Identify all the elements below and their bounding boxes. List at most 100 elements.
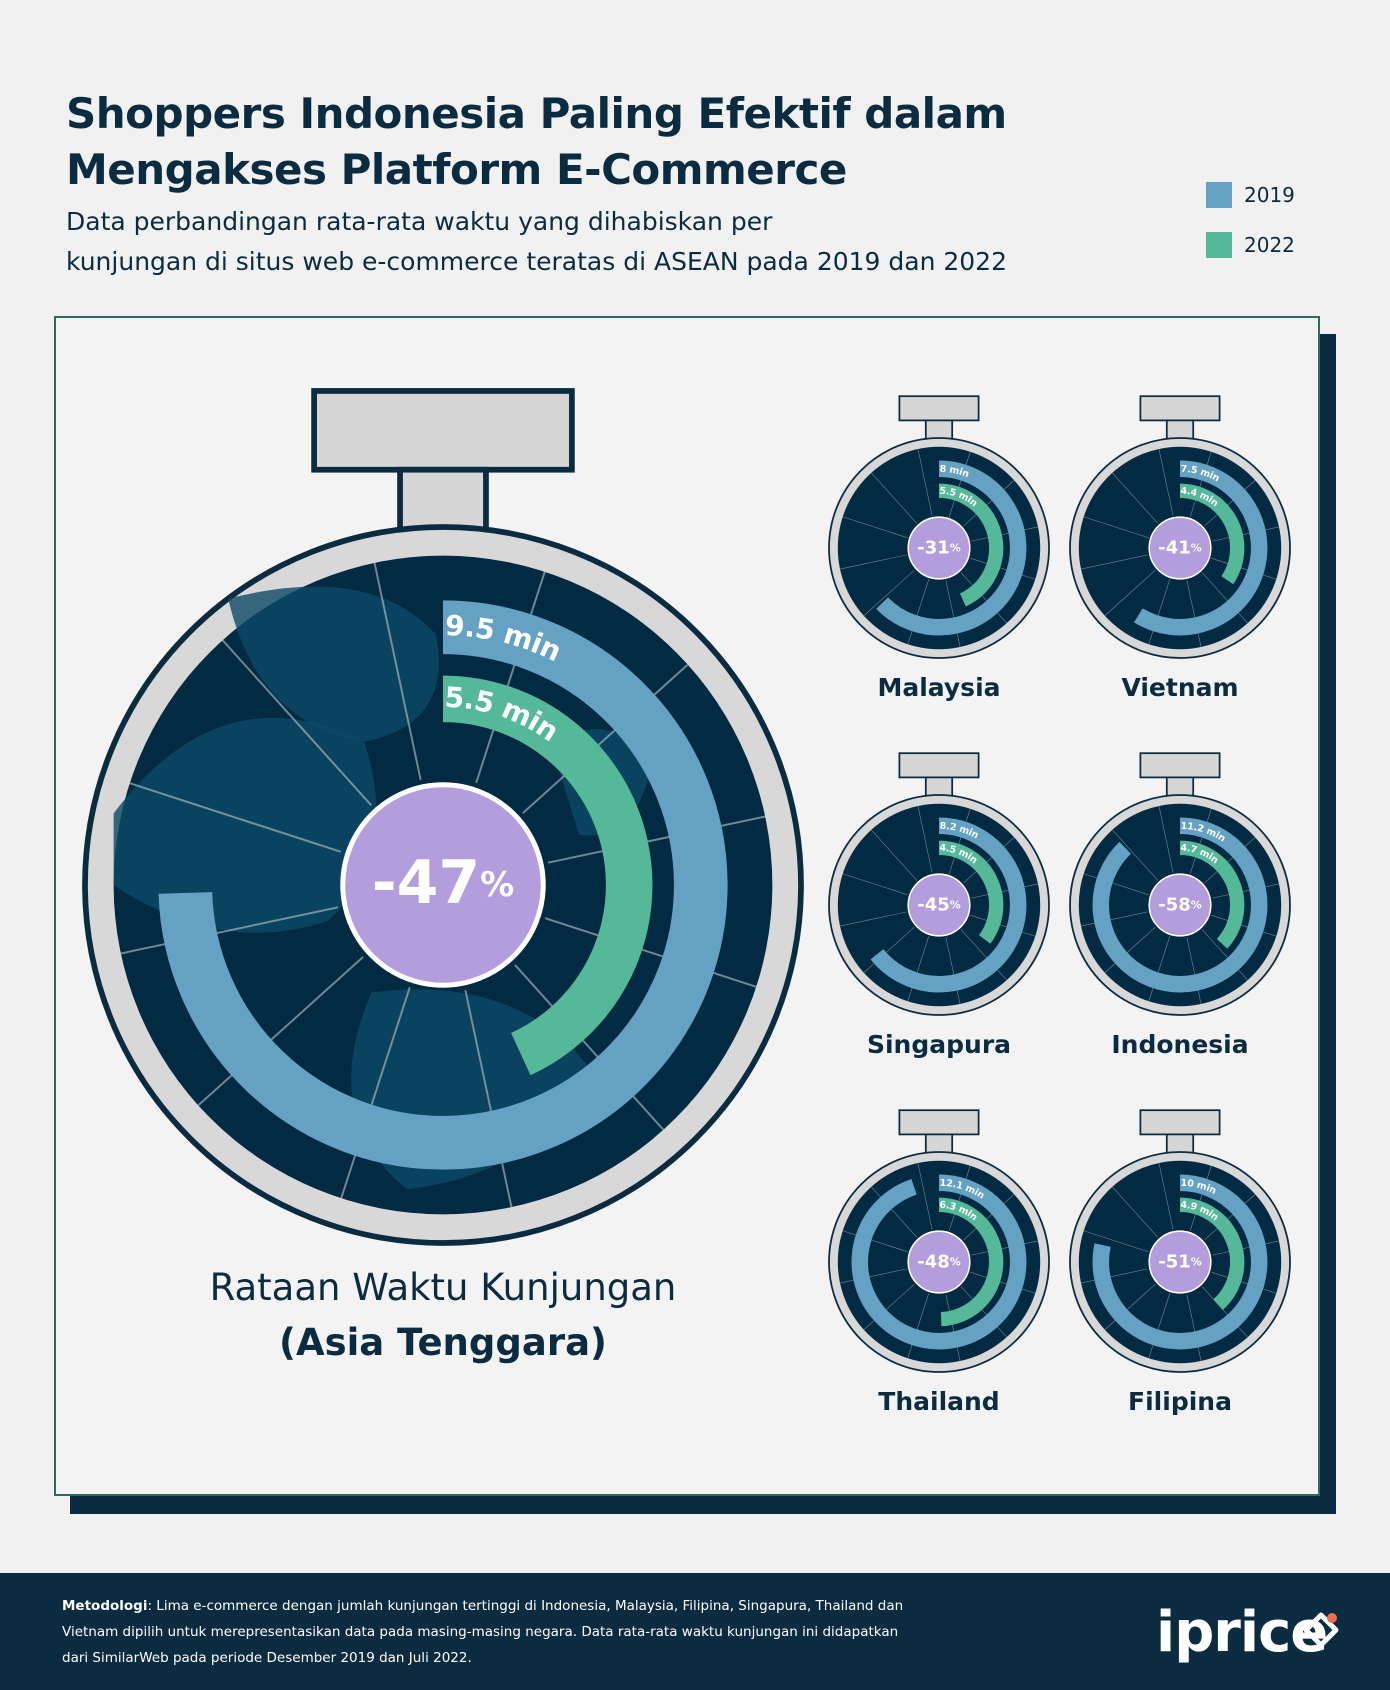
stopwatch-tick	[1189, 1165, 1212, 1231]
stopwatch-tick	[1204, 837, 1256, 884]
change-percent: %	[950, 542, 961, 555]
stopwatch-tick	[1083, 516, 1149, 539]
stopwatch-tick	[971, 1240, 1039, 1256]
stopwatch-tick	[1080, 911, 1148, 927]
stopwatch-tick	[197, 956, 364, 1107]
change-number: -45	[917, 895, 950, 916]
change-value: -47%	[372, 848, 514, 918]
page-subtitle: Data perbandingan rata-rata waktu yang d…	[66, 202, 1116, 282]
arc-2022	[1179, 840, 1245, 949]
legend-item-2019: 2019	[1206, 182, 1295, 208]
stopwatch-tick	[1204, 1194, 1256, 1241]
stopwatch-tick	[839, 911, 907, 927]
change-circle	[907, 873, 971, 937]
stopwatch-tick	[960, 929, 1007, 981]
stopwatch-tick	[221, 639, 372, 806]
stopwatch-tick	[547, 815, 766, 864]
stopwatch-tick	[871, 829, 918, 881]
stopwatch-tick	[1204, 480, 1256, 527]
stopwatch-tick	[963, 1194, 1015, 1241]
change-circle	[907, 1230, 971, 1294]
page-title: Shoppers Indonesia Paling Efektif dalam …	[66, 86, 1066, 198]
arc-2019	[1092, 1174, 1268, 1350]
stopwatch-tick	[842, 516, 908, 539]
stopwatch-tick	[917, 805, 933, 873]
change-number: -58	[1158, 895, 1191, 916]
stopwatch-tick	[1083, 1230, 1149, 1253]
stopwatch-tick	[1201, 572, 1248, 624]
stopwatch-tick	[945, 1294, 961, 1362]
change-percent: %	[950, 899, 961, 912]
stopwatch-tick	[971, 883, 1039, 899]
stopwatch-tick	[1104, 926, 1156, 973]
legend-label-2019: 2019	[1244, 183, 1295, 207]
arc-2019	[870, 817, 1027, 993]
stopwatch-tick	[1080, 1268, 1148, 1284]
stopwatch-tick	[970, 914, 1036, 937]
stopwatch-tick	[907, 1293, 930, 1359]
change-number: -47	[372, 848, 480, 918]
arc-2019	[1092, 817, 1268, 993]
stopwatch-tick	[917, 448, 933, 516]
stopwatch-button	[1139, 752, 1221, 779]
change-value: -51%	[1158, 1252, 1202, 1273]
stopwatch-tick	[1104, 569, 1156, 616]
stopwatch-tick	[1186, 937, 1202, 1005]
arc-2019	[876, 460, 1027, 636]
stopwatch-tick	[842, 873, 908, 896]
change-value: -48%	[917, 1252, 961, 1273]
country-name: Singapura	[867, 1030, 1011, 1059]
change-value: -41%	[1158, 538, 1202, 559]
change-circle	[1148, 873, 1212, 937]
stopwatch-tick	[1158, 1162, 1174, 1230]
stopwatch-tick	[871, 1186, 918, 1238]
change-value: -58%	[1158, 895, 1202, 916]
legend-item-2022: 2022	[1206, 232, 1295, 258]
stopwatch-tick	[970, 557, 1036, 580]
stopwatch-tick	[1211, 1271, 1277, 1294]
change-circle	[1148, 516, 1212, 580]
methodology-text: : Lima e-commerce dengan jumlah kunjunga…	[62, 1598, 904, 1666]
stopwatch-button	[1139, 1109, 1221, 1136]
change-number: -41	[1158, 538, 1191, 559]
stopwatch-tick	[948, 1165, 971, 1231]
stopwatch-tick	[971, 526, 1039, 542]
country-name: Filipina	[1128, 1387, 1232, 1416]
stopwatch-tick	[1201, 929, 1248, 981]
stopwatch-tick	[1148, 579, 1171, 645]
stopwatch-button	[311, 388, 575, 473]
title-line-1: Shoppers Indonesia Paling Efektif dalam	[66, 89, 1007, 138]
stopwatch-tick	[948, 451, 971, 517]
stopwatch-tick	[963, 837, 1015, 884]
stopwatch-tick	[1080, 554, 1148, 570]
methodology-label: Metodologi	[62, 1598, 148, 1614]
stopwatch-tick	[1211, 557, 1277, 580]
stopwatch-tick	[1158, 805, 1174, 873]
brand-logo: iprice	[1156, 1600, 1328, 1665]
stopwatch-tick	[960, 1286, 1007, 1338]
map-landmass	[228, 586, 439, 742]
change-percent: %	[1191, 542, 1202, 555]
stopwatch-tick	[1112, 829, 1159, 881]
footer: Metodologi: Lima e-commerce dengan jumla…	[0, 1573, 1390, 1690]
legend-swatch-2022	[1206, 232, 1232, 258]
stopwatch-button	[898, 1109, 980, 1136]
country-name: Indonesia	[1111, 1030, 1248, 1059]
stopwatch-tick	[1083, 873, 1149, 896]
change-value: -45%	[917, 895, 961, 916]
stopwatch-tick	[963, 480, 1015, 527]
stopwatch-tick	[948, 808, 971, 874]
stopwatch-tick	[1104, 1283, 1156, 1330]
stopwatch-tick	[842, 1230, 908, 1253]
stopwatch-tick	[1186, 1294, 1202, 1362]
arc-2022	[1179, 1197, 1245, 1311]
subtitle-line-1: Data perbandingan rata-rata waktu yang d…	[66, 207, 773, 236]
change-percent: %	[1191, 899, 1202, 912]
stopwatch-button	[898, 395, 980, 422]
